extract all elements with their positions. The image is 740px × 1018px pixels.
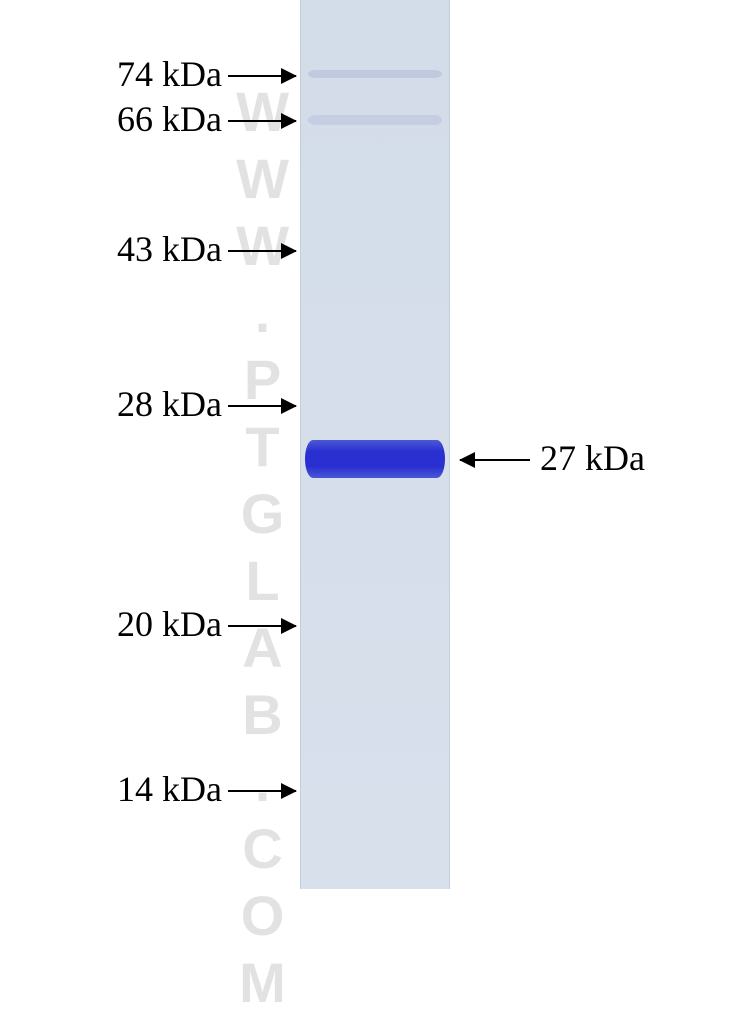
- marker-arrow: [228, 790, 296, 792]
- sample-arrow: [460, 459, 530, 461]
- marker-label: 66 kDa: [117, 98, 222, 140]
- marker-label: 74 kDa: [117, 53, 222, 95]
- faint-band: [308, 70, 442, 78]
- marker-arrow: [228, 120, 296, 122]
- marker-arrow: [228, 625, 296, 627]
- marker-label: 43 kDa: [117, 228, 222, 270]
- marker-arrow: [228, 405, 296, 407]
- marker-label: 28 kDa: [117, 383, 222, 425]
- marker-arrow: [228, 250, 296, 252]
- faint-band: [308, 115, 442, 125]
- sample-band-label: 27 kDa: [540, 437, 645, 479]
- protein-band: [305, 440, 445, 478]
- marker-label: 20 kDa: [117, 603, 222, 645]
- watermark-text: WWW.PTGLAB.COM: [230, 80, 295, 1018]
- marker-arrow: [228, 75, 296, 77]
- marker-label: 14 kDa: [117, 768, 222, 810]
